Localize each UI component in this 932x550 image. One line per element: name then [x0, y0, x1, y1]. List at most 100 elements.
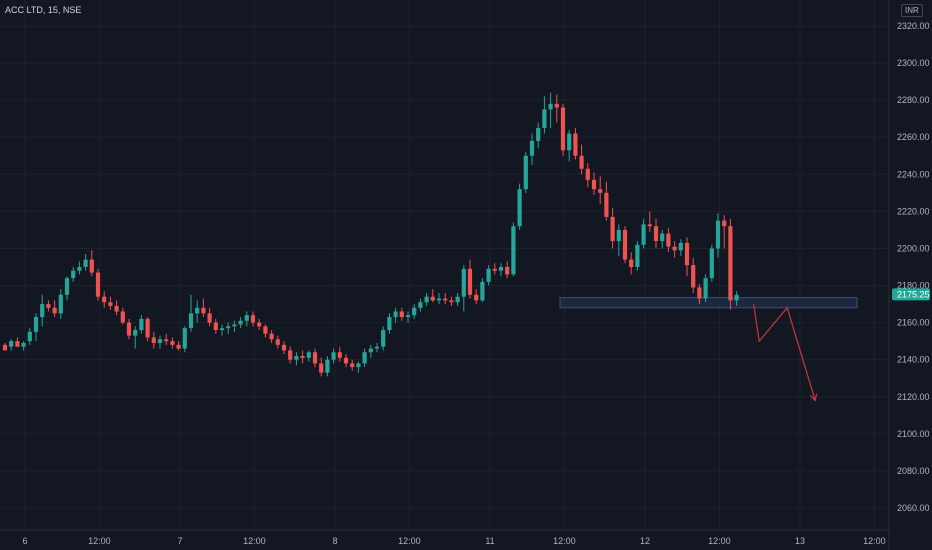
candle-body	[585, 168, 590, 180]
candle-body	[678, 242, 683, 251]
candle-body	[95, 272, 101, 297]
candle	[399, 307, 404, 321]
candle-body	[703, 278, 708, 299]
candle	[734, 291, 739, 306]
candle	[77, 261, 82, 275]
candle-body	[40, 304, 45, 318]
grid-lines	[0, 0, 889, 530]
candle	[71, 267, 76, 282]
projection-arrow-layer	[753, 303, 818, 402]
y-tick-label: 2140.00	[897, 355, 930, 365]
support-zone-rect[interactable]	[559, 297, 858, 309]
candle	[120, 307, 125, 325]
candle	[691, 257, 696, 293]
candle-body	[120, 311, 125, 323]
candle	[523, 152, 528, 193]
candle	[542, 96, 547, 134]
candle-body	[536, 127, 541, 141]
candle-body	[505, 267, 510, 275]
candle	[486, 265, 491, 286]
candle	[15, 337, 20, 347]
candle-body	[511, 226, 516, 275]
candle-body	[188, 313, 194, 329]
candle-body	[15, 341, 20, 347]
y-tick-label: 2280.00	[897, 95, 930, 105]
candle-body	[77, 267, 82, 271]
candle	[573, 127, 578, 160]
candle	[52, 300, 57, 318]
candle-body	[622, 229, 628, 260]
candle-body	[461, 268, 466, 297]
x-tick-label: 8	[332, 536, 337, 546]
candle-body	[58, 294, 63, 314]
candle-body	[195, 307, 200, 314]
candle	[33, 313, 39, 342]
candle	[269, 330, 274, 344]
projection-arrow-line[interactable]	[753, 303, 816, 401]
price-axis[interactable]: 2320.00 2300.00 2280.00 2260.00 2240.00 2220.…	[888, 0, 930, 550]
currency-badge[interactable]: INR	[901, 4, 923, 17]
candle	[604, 181, 609, 221]
candle	[95, 268, 101, 301]
candle-body	[542, 109, 547, 128]
candle	[672, 241, 677, 258]
candle-body	[257, 322, 262, 327]
symbol-label: ACC LTD, 15, NSE	[5, 5, 82, 15]
candle-body	[275, 339, 280, 345]
candle-body	[641, 224, 646, 245]
candle-body	[374, 346, 380, 349]
candle-body	[393, 311, 398, 318]
candle	[368, 344, 373, 358]
candle-body	[443, 298, 448, 301]
candle	[356, 361, 361, 373]
y-tick-label: 2180.00	[897, 281, 930, 291]
candle	[505, 261, 510, 279]
candle	[294, 352, 299, 366]
candle-body	[207, 313, 212, 323]
y-tick-label: 2240.00	[897, 169, 930, 179]
candle-body	[126, 322, 132, 336]
candle	[430, 289, 435, 303]
candle	[653, 218, 659, 249]
candle-body	[108, 302, 113, 306]
candle	[139, 315, 144, 334]
x-tick-label: 12:00	[88, 536, 111, 546]
candle	[257, 318, 262, 331]
candle	[715, 213, 721, 258]
candle-body	[455, 296, 460, 303]
candle-body	[52, 307, 57, 314]
candle	[170, 337, 175, 349]
candle-body	[232, 324, 237, 327]
candle-body	[560, 107, 566, 151]
candle	[616, 224, 621, 256]
y-tick-label: 2060.00	[897, 503, 930, 513]
candle	[145, 317, 150, 342]
candle	[387, 313, 392, 334]
candle	[46, 300, 51, 312]
candle	[709, 244, 714, 282]
candle	[436, 292, 442, 305]
candle	[666, 228, 671, 253]
candle-body	[102, 296, 107, 303]
candle-body	[27, 331, 32, 342]
candle-body	[474, 294, 479, 301]
candle-body	[114, 305, 119, 312]
candle	[461, 265, 466, 312]
candle	[424, 292, 429, 306]
candle-body	[9, 341, 14, 347]
candle-body	[2, 344, 8, 351]
candle-body	[629, 259, 634, 267]
candle	[238, 317, 243, 329]
candle	[164, 333, 169, 345]
candle-body	[480, 281, 485, 301]
x-tick-label: 6	[22, 536, 27, 546]
y-tick-label: 2080.00	[897, 466, 930, 476]
candle-body	[486, 268, 491, 282]
candle-body	[660, 233, 665, 242]
time-axis[interactable]: 6 12:00 7 12:00 8 12:00 11 12:00 12 12:00 13 12:00	[0, 529, 889, 546]
candle	[182, 326, 187, 353]
candle-body	[728, 226, 733, 301]
candle-body	[71, 270, 76, 279]
candle	[64, 276, 70, 301]
